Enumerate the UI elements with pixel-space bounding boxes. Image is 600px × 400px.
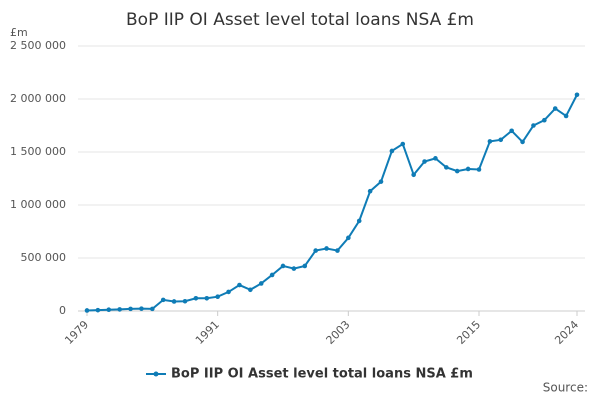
x-tick-label: 2024 xyxy=(552,318,581,347)
y-tick-label: 2 500 000 xyxy=(10,39,66,52)
data-point xyxy=(433,156,438,161)
data-point xyxy=(215,294,220,299)
data-point xyxy=(487,139,493,144)
data-point xyxy=(531,123,536,128)
y-tick-label: 0 xyxy=(59,304,66,317)
data-point xyxy=(411,172,416,178)
data-point xyxy=(563,113,569,119)
y-tick-label: 2 000 000 xyxy=(10,92,66,105)
data-point xyxy=(367,188,373,194)
data-point xyxy=(324,246,329,251)
data-point xyxy=(150,306,155,312)
data-point xyxy=(269,272,275,278)
data-point xyxy=(193,295,199,301)
data-point xyxy=(574,92,580,98)
y-tick-label: 1 500 000 xyxy=(10,145,66,158)
x-tick-label: 2003 xyxy=(324,318,353,347)
x-tick-label: 1979 xyxy=(62,318,91,347)
data-point xyxy=(84,308,90,313)
data-point xyxy=(378,179,384,184)
data-point xyxy=(335,248,340,253)
data-point xyxy=(258,281,264,286)
data-point xyxy=(160,297,166,303)
data-point xyxy=(454,168,460,174)
data-point xyxy=(552,106,558,111)
y-tick-label: 500 000 xyxy=(21,251,67,264)
y-tick-label: 1 000 000 xyxy=(10,198,66,211)
legend-label: BoP IIP OI Asset level total loans NSA £… xyxy=(171,367,473,382)
legend-marker xyxy=(153,371,159,377)
series-line xyxy=(86,94,578,312)
data-point xyxy=(95,307,101,313)
data-point xyxy=(509,128,514,134)
data-point xyxy=(139,306,144,311)
data-point xyxy=(182,298,188,304)
data-point xyxy=(465,166,471,172)
data-point xyxy=(498,137,504,143)
data-point xyxy=(226,289,231,295)
data-point xyxy=(313,248,318,253)
data-point xyxy=(291,266,297,271)
data-point xyxy=(356,218,362,224)
data-point xyxy=(237,282,242,288)
data-point xyxy=(302,263,308,269)
data-point xyxy=(248,287,253,293)
data-point xyxy=(444,165,449,170)
data-point xyxy=(400,141,406,147)
data-point xyxy=(476,167,482,172)
data-point xyxy=(117,307,122,312)
data-point xyxy=(346,235,351,241)
data-point xyxy=(106,307,112,313)
data-point xyxy=(171,299,177,304)
data-point xyxy=(128,306,133,312)
data-point xyxy=(389,148,395,154)
x-tick-label: 1991 xyxy=(193,318,222,347)
y-unit: £m xyxy=(10,26,28,39)
x-tick-label: 2015 xyxy=(454,318,483,347)
source: Source: xyxy=(543,381,588,395)
data-point xyxy=(422,159,427,164)
data-point xyxy=(520,139,525,145)
data-point xyxy=(204,295,210,301)
data-point xyxy=(542,117,547,123)
chart-title: BoP IIP OI Asset level total loans NSA £… xyxy=(126,10,474,30)
data-point xyxy=(280,263,286,269)
